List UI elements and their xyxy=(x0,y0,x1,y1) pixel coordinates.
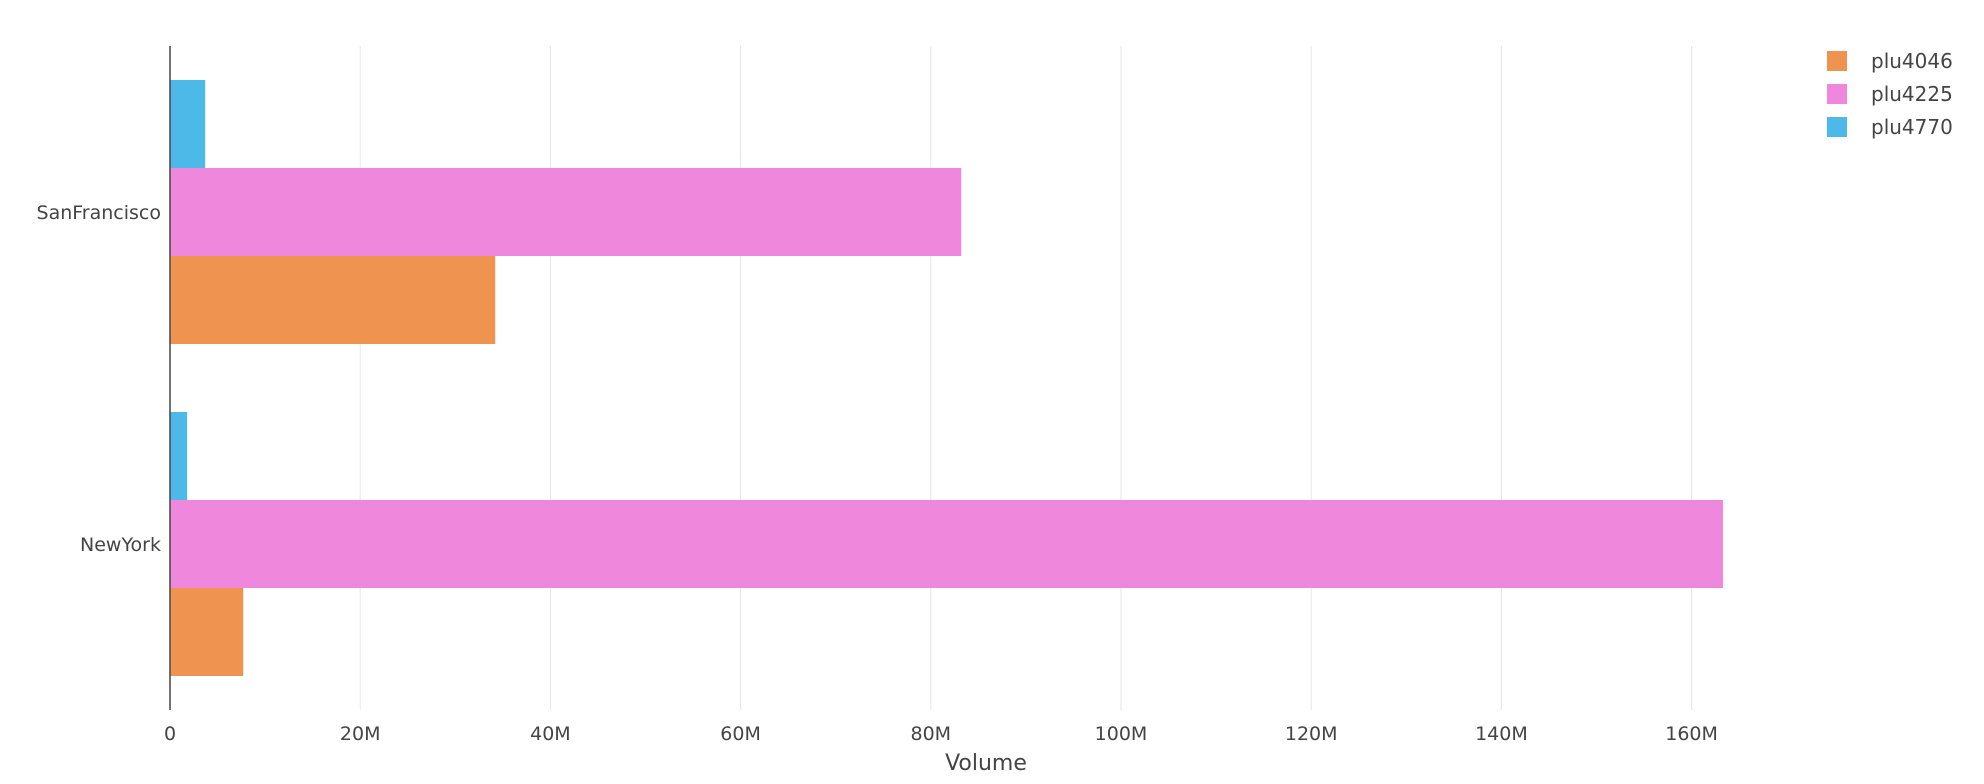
bar-plu4770-NewYork xyxy=(170,412,188,500)
x-tick-label: 160M xyxy=(1665,723,1718,745)
x-tick-label: 60M xyxy=(720,723,761,745)
x-tick-label: 100M xyxy=(1095,723,1148,745)
bars xyxy=(170,80,1723,676)
bar-plu4046-SanFrancisco xyxy=(170,256,496,344)
x-tick-label: 20M xyxy=(340,723,381,745)
category-label: NewYork xyxy=(80,534,161,556)
bar-plu4770-SanFrancisco xyxy=(170,80,206,168)
legend-swatch-plu4046 xyxy=(1827,51,1847,71)
bar-plu4225-NewYork xyxy=(170,500,1723,588)
axes: SanFrancisco NewYork 0 20M 40M 60M 80M 100M 120M… xyxy=(37,46,1718,745)
x-tick-label: 120M xyxy=(1285,723,1338,745)
legend-label: plu4770 xyxy=(1871,115,1953,139)
bar-plu4225-SanFrancisco xyxy=(170,168,962,256)
legend-label: plu4046 xyxy=(1871,49,1953,73)
x-tick-label: 80M xyxy=(911,723,952,745)
x-tick-label: 140M xyxy=(1475,723,1528,745)
x-axis-title: Volume xyxy=(945,751,1027,776)
legend: plu4046 plu4225 plu4770 xyxy=(1827,49,1953,139)
legend-swatch-plu4770 xyxy=(1827,117,1847,137)
x-tick-label: 0 xyxy=(164,723,176,745)
legend-swatch-plu4225 xyxy=(1827,84,1847,104)
bar-plu4046-NewYork xyxy=(170,588,244,676)
category-label: SanFrancisco xyxy=(37,202,161,224)
grid-lines xyxy=(359,46,1693,710)
legend-label: plu4225 xyxy=(1871,82,1953,106)
x-tick-label: 40M xyxy=(530,723,571,745)
